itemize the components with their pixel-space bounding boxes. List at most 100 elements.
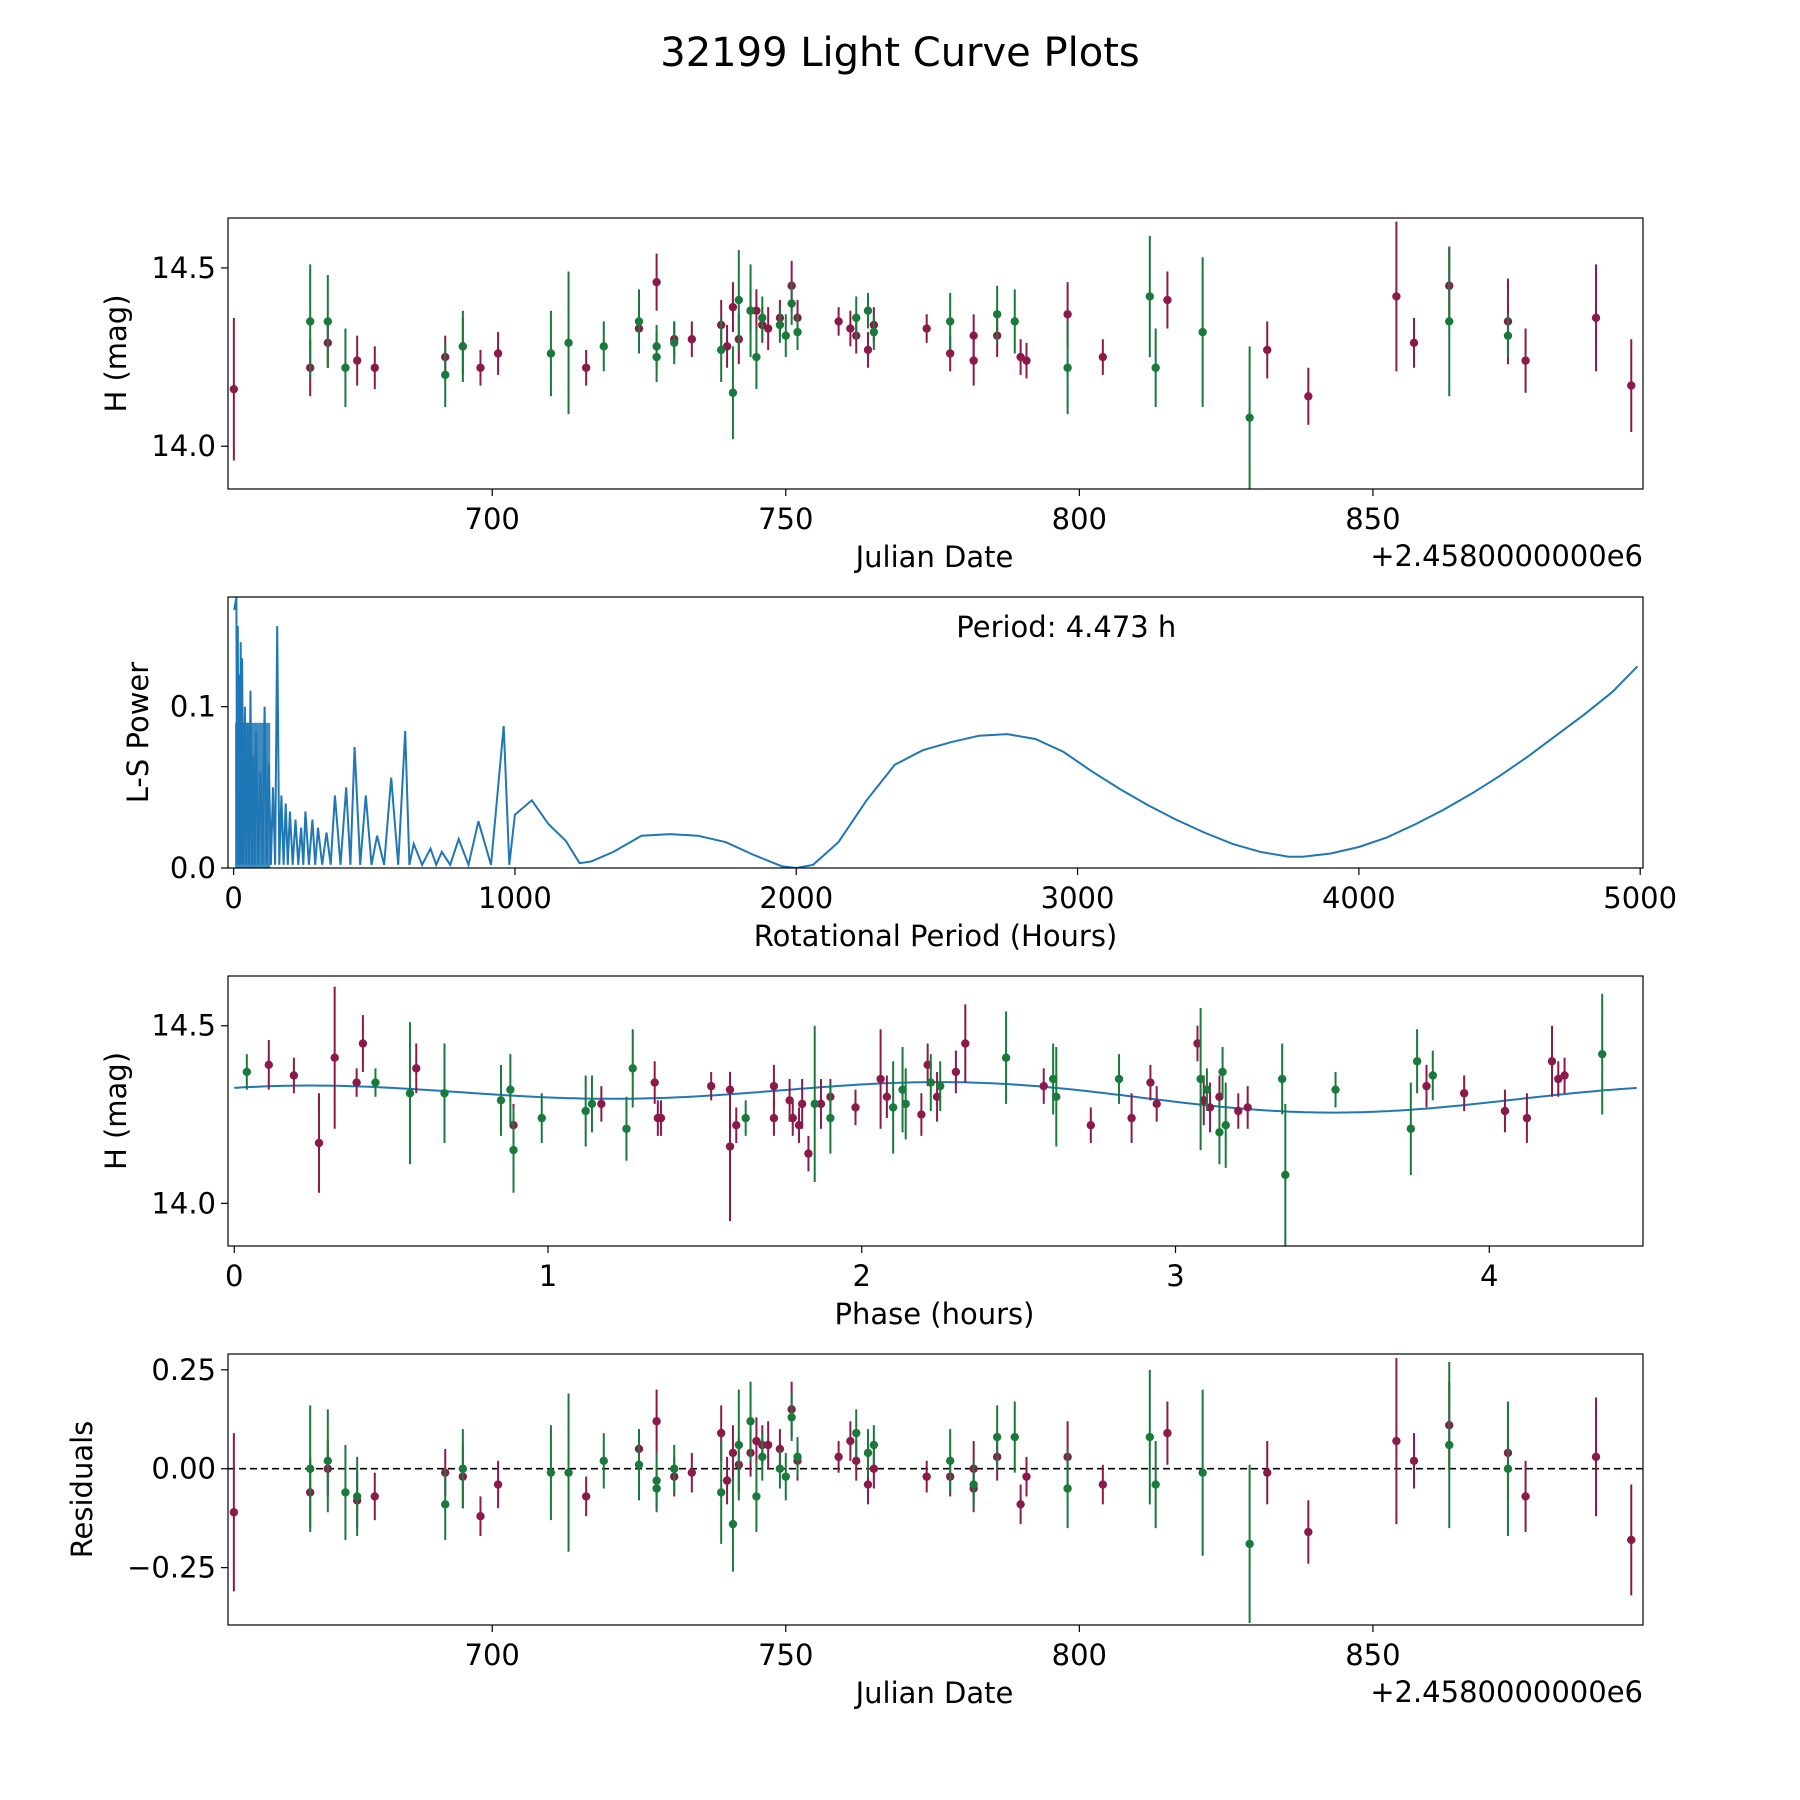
data-point [405,1089,415,1098]
data-point [945,349,955,358]
data-point [687,335,697,344]
data-point [722,1476,732,1485]
data-point [763,324,773,333]
data-point [581,1106,590,1116]
data-point [1392,1436,1401,1446]
data-point [728,388,738,397]
data-point [1331,1085,1340,1094]
y-tick-label: −0.25 [127,1551,216,1585]
data-point [725,1142,735,1151]
data-point [1048,1074,1058,1084]
phased-data [234,986,1637,1246]
residuals-frame [227,1353,1644,1626]
x-offset-label: +2.4580000000e6 [1370,539,1643,573]
data-point [458,1464,468,1473]
residuals-panel: 700 750 800 850 0.25 0.00 −0.25 Julian Date Resi… [65,1353,1644,1710]
data-point [1052,1092,1061,1101]
data-point [1304,392,1313,401]
data-point [581,1492,591,1501]
data-point [1215,1128,1224,1137]
data-point [732,1121,741,1130]
data-point [323,1456,333,1466]
data-point [992,310,1002,319]
x-tick-label: 1 [539,1259,557,1293]
data-point [652,277,661,287]
data-point [901,1099,910,1109]
data-point [546,349,556,358]
data-point [634,317,644,326]
residuals-xlabel: Julian Date [854,1676,1014,1710]
period-annotation: Period: 4.473 h [956,610,1176,644]
data-point [1521,356,1530,365]
data-point [370,363,379,372]
data-point [341,363,350,372]
data-point [787,1413,796,1422]
data-point [1627,1535,1636,1545]
data-point [509,1145,518,1155]
data-point [869,1464,879,1473]
phased-panel: 0 1 2 3 4 14.0 14.5 Phase (hours) H (mag) [99,975,1644,1331]
data-point [229,1508,239,1517]
data-point [758,313,767,323]
data-point [1063,310,1072,319]
data-point [869,1440,879,1450]
data-point [1198,327,1207,337]
data-point [1627,381,1636,390]
data-point [670,338,679,348]
data-point [330,1053,339,1062]
data-point [706,1081,716,1091]
lightcurve-frame [227,217,1644,490]
data-point [1022,1472,1031,1481]
data-point [1547,1057,1557,1066]
data-point [370,1492,379,1501]
data-point [716,1488,726,1497]
data-point [746,306,755,315]
data-point [734,295,744,305]
x-tick-label: 3 [1166,1259,1184,1293]
data-point [1010,317,1019,326]
data-point [1428,1071,1437,1080]
data-point [441,1500,450,1509]
data-point [1151,1480,1160,1489]
y-tick-label: 14.0 [151,1186,216,1220]
data-point [752,1436,761,1446]
data-point [1234,1106,1243,1116]
data-point [1263,1468,1272,1477]
data-point [758,1452,767,1462]
phased-frame [227,975,1644,1247]
data-point [1152,1099,1161,1109]
data-point [763,1440,773,1450]
data-point [797,1099,807,1109]
data-point [816,1099,826,1109]
phased-xlabel: Phase (hours) [835,1297,1035,1331]
data-point [1500,1106,1510,1116]
data-point [496,1096,506,1105]
data-point [863,345,873,355]
x-tick-label: 0 [225,1259,243,1293]
periodogram-ylabel: L-S Power [121,662,155,803]
lightcurve-xlabel: Julian Date [854,540,1014,574]
data-point [652,1417,661,1426]
x-tick-label: 5000 [1603,881,1677,915]
data-point [1196,1074,1205,1084]
data-point [945,1456,955,1466]
y-tick-label: 0.1 [170,690,216,724]
figure-title: 32199 Light Curve Plots [660,30,1139,76]
data-point [1098,1480,1108,1489]
data-point [826,1113,835,1123]
periodogram-curve [233,597,1639,868]
x-tick-label: 4 [1480,1259,1498,1293]
data-point [917,1110,926,1119]
data-point [898,1085,907,1094]
data-point [945,317,955,326]
data-point [564,338,573,348]
data-point [1221,1121,1230,1130]
data-point [352,1078,361,1087]
data-point [992,1432,1002,1442]
data-point [506,1085,515,1094]
data-point [537,1113,546,1123]
x-tick-label: 2000 [759,881,833,915]
data-point [305,317,315,326]
data-point [1163,295,1172,305]
